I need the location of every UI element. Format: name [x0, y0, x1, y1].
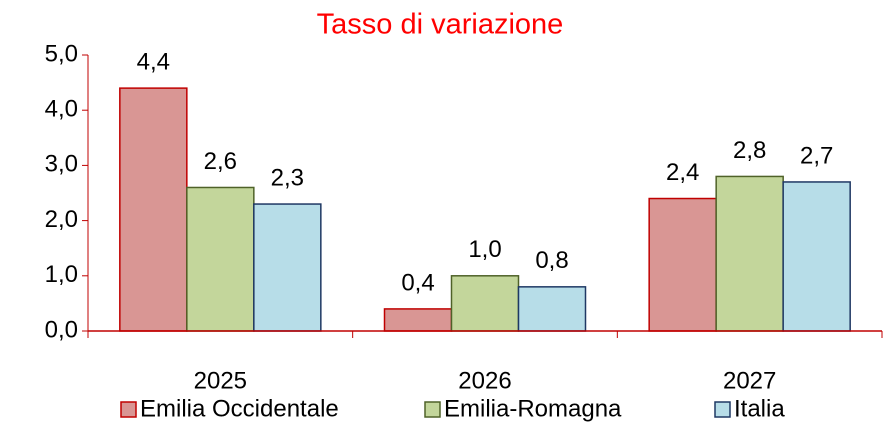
bar	[450, 275, 520, 332]
legend-swatch	[714, 401, 731, 418]
value-label: 0,4	[401, 269, 434, 296]
legend-label: Emilia Occidentale	[140, 395, 339, 422]
y-tick-label: 4,0	[45, 96, 78, 123]
x-tick-label: 2026	[458, 367, 511, 394]
value-label: 0,8	[535, 247, 568, 274]
y-tick-label: 0,0	[45, 316, 78, 343]
y-tick-label: 3,0	[45, 151, 78, 178]
y-tick-label: 1,0	[45, 261, 78, 288]
value-label: 2,8	[733, 137, 766, 164]
x-tick-label: 2025	[194, 367, 247, 394]
bar	[186, 186, 255, 332]
legend-swatch	[424, 401, 441, 418]
value-label: 2,6	[204, 148, 237, 175]
bar	[517, 286, 587, 332]
bar	[383, 308, 453, 332]
value-label: 2,3	[271, 164, 304, 191]
value-label: 2,4	[666, 159, 699, 186]
bar	[119, 87, 188, 332]
value-label: 2,7	[800, 142, 833, 169]
bar	[253, 203, 322, 332]
y-tick-label: 5,0	[45, 40, 78, 67]
y-tick-label: 2,0	[45, 206, 78, 233]
bar	[648, 197, 717, 332]
bar	[782, 181, 851, 332]
legend-swatch	[120, 401, 137, 418]
value-label: 1,0	[468, 236, 501, 263]
value-label: 4,4	[137, 48, 170, 75]
x-tick-label: 2027	[723, 367, 776, 394]
legend-label: Emilia-Romagna	[444, 395, 622, 422]
bar	[715, 175, 784, 332]
chart-title: Tasso di variazione	[317, 9, 564, 41]
legend-label: Italia	[734, 395, 785, 422]
